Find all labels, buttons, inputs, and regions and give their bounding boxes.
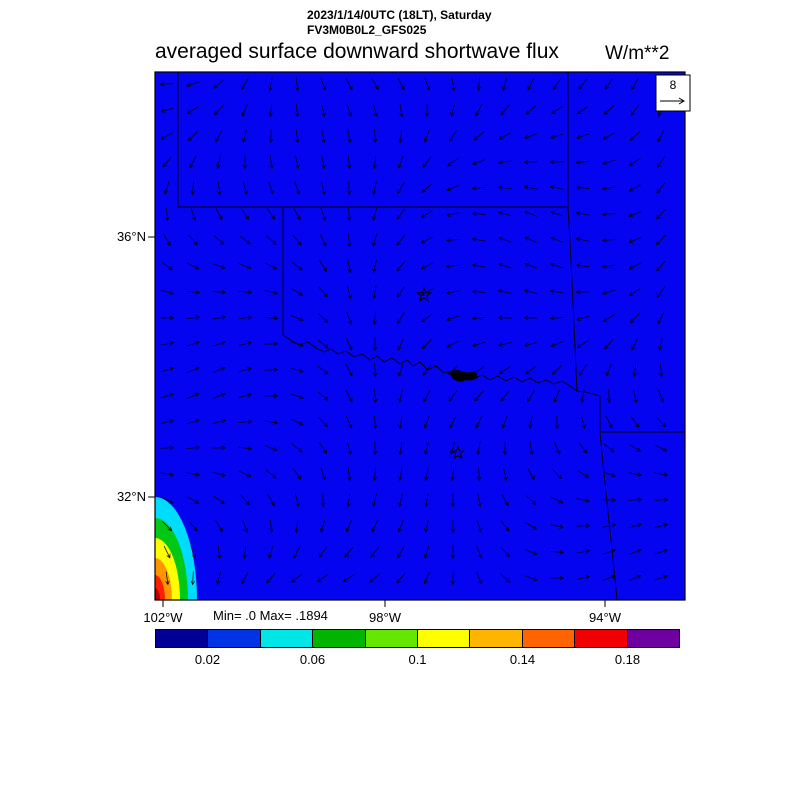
reference-arrow-icon xyxy=(660,97,685,105)
colorbar-tick-label: 0.18 xyxy=(614,652,641,667)
reference-box-frame xyxy=(655,74,691,112)
colorbar-segment xyxy=(418,630,471,647)
colorbar-tick-label: 0.02 xyxy=(194,652,221,667)
colorbar-segment xyxy=(313,630,366,647)
colorbar-segment xyxy=(470,630,523,647)
colorbar-segment xyxy=(522,630,576,647)
colorbar-segment xyxy=(208,630,261,647)
state-border xyxy=(599,431,618,600)
colorbar xyxy=(155,629,680,648)
lon-label-94w: 94°W xyxy=(589,610,621,625)
reference-value-label: 8 xyxy=(670,78,677,92)
wind-vectors xyxy=(159,77,669,586)
red-river xyxy=(282,334,601,397)
lat-label-32n: 32°N xyxy=(116,489,146,504)
colorbar-segment xyxy=(156,630,209,647)
lat-label-36n: 36°N xyxy=(116,229,146,244)
valid-time-label: 2023/1/14/0UTC (18LT), Saturday xyxy=(307,8,492,22)
flux-field-background xyxy=(155,72,685,600)
axis-ticks xyxy=(148,236,606,607)
plot-header: 2023/1/14/0UTC (18LT), Saturday FV3M0B0L… xyxy=(307,8,492,38)
city-star xyxy=(450,445,466,460)
lake-texoma xyxy=(450,370,478,382)
terminator-band xyxy=(155,588,160,600)
plot-title: averaged surface downward shortwave flux xyxy=(155,40,559,63)
wind-reference-box: 8 xyxy=(655,74,691,112)
city-star xyxy=(415,286,433,302)
colorbar-segment xyxy=(575,630,628,647)
map-frame xyxy=(154,71,686,601)
state-border xyxy=(567,206,578,392)
colorbar-segment xyxy=(365,630,419,647)
lon-label-102w: 102°W xyxy=(143,610,183,625)
model-name-label: FV3M0B0L2_GFS025 xyxy=(307,23,427,37)
colorbar-segment xyxy=(627,630,680,647)
colorbar-tick-label: 0.1 xyxy=(408,652,427,667)
stats-minmax: Min= .0 Max= .1894 xyxy=(213,608,328,623)
lon-label-98w: 98°W xyxy=(369,610,401,625)
map-content xyxy=(155,72,685,600)
colorbar-tick-label: 0.06 xyxy=(299,652,326,667)
plot-units-label: W/m**2 xyxy=(605,43,670,64)
colorbar-tick-label: 0.14 xyxy=(509,652,536,667)
colorbar-segment xyxy=(260,630,314,647)
